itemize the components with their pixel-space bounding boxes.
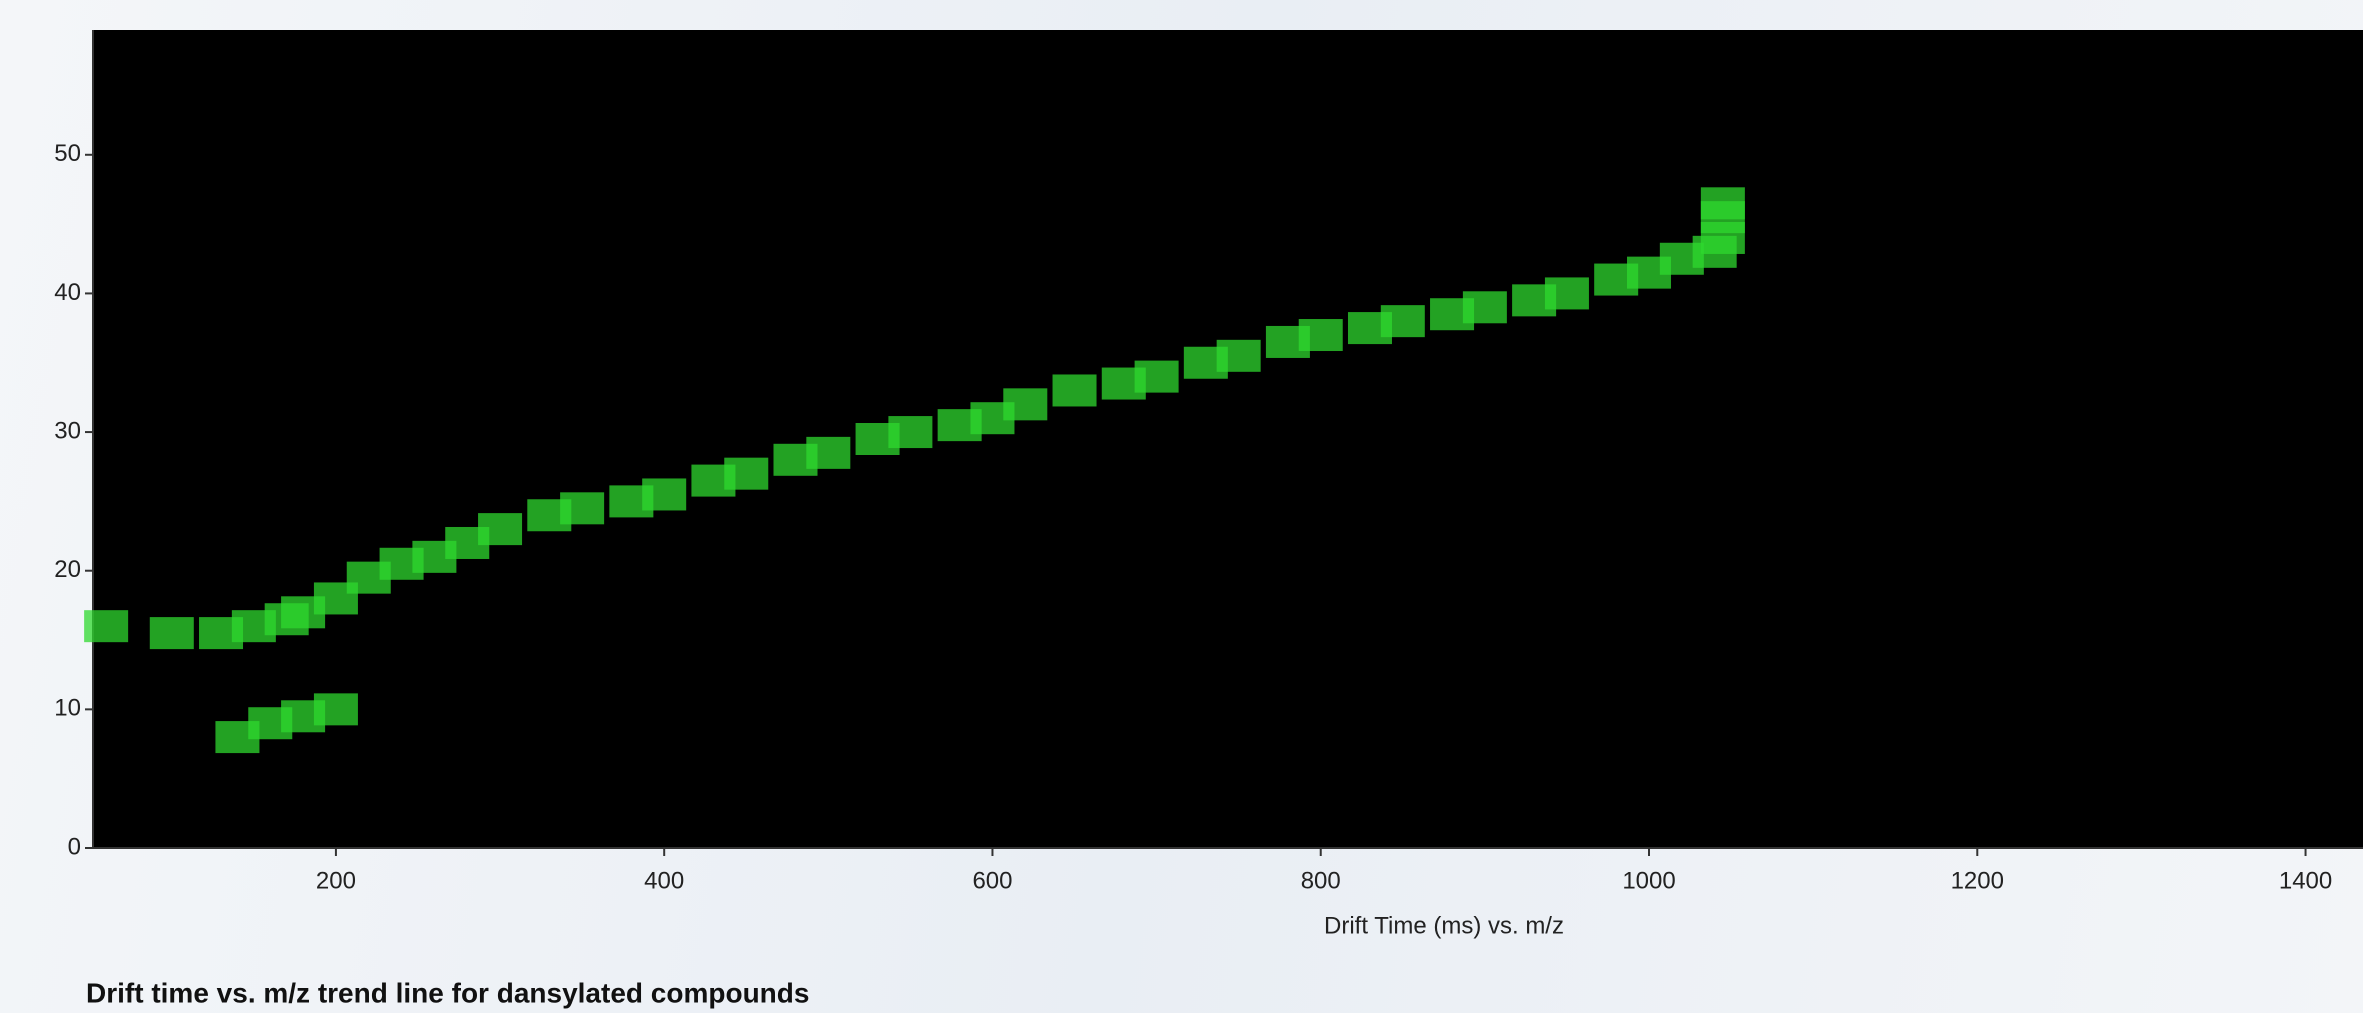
x-tick-label: 800 xyxy=(1301,867,1341,894)
plot-area xyxy=(93,30,2363,848)
x-tick-label: 600 xyxy=(972,867,1012,894)
data-point xyxy=(313,693,358,726)
data-point xyxy=(888,416,933,449)
data-point xyxy=(560,492,605,525)
y-tick-label: 50 xyxy=(54,140,81,167)
data-point xyxy=(1700,187,1745,220)
data-point xyxy=(84,610,129,643)
y-tick-label: 40 xyxy=(54,279,81,306)
data-point xyxy=(478,513,523,546)
y-tick-label: 10 xyxy=(54,695,81,722)
y-tick-label: 20 xyxy=(54,556,81,583)
x-tick-label: 1400 xyxy=(2279,867,2332,894)
data-point xyxy=(1003,388,1048,421)
y-tick-label: 0 xyxy=(68,833,81,860)
data-point xyxy=(1298,319,1343,352)
data-point xyxy=(724,457,769,490)
x-tick-label: 400 xyxy=(644,867,684,894)
caption: Drift time vs. m/z trend line for dansyl… xyxy=(86,977,809,1008)
y-tick-label: 30 xyxy=(54,417,81,444)
data-point xyxy=(642,478,687,511)
data-point xyxy=(1052,374,1097,407)
data-point xyxy=(149,617,194,650)
data-point xyxy=(1544,277,1589,310)
x-axis-label: Drift Time (ms) vs. m/z xyxy=(1324,912,1564,939)
x-tick-label: 1000 xyxy=(1622,867,1675,894)
data-point xyxy=(806,436,851,469)
data-point xyxy=(1462,291,1507,324)
data-point xyxy=(1216,339,1261,372)
data-point xyxy=(1134,360,1179,393)
data-point xyxy=(1380,305,1425,338)
x-tick-label: 200 xyxy=(316,867,356,894)
x-tick-label: 1200 xyxy=(1951,867,2004,894)
